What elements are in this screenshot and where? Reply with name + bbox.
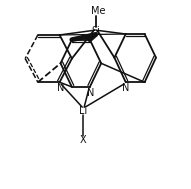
Text: Li: Li xyxy=(79,106,87,115)
Polygon shape xyxy=(71,35,96,40)
Text: Si: Si xyxy=(91,26,100,36)
Text: N: N xyxy=(57,83,64,93)
Text: Me: Me xyxy=(91,6,106,16)
Text: X: X xyxy=(80,135,87,145)
Text: N: N xyxy=(87,88,94,98)
Text: N: N xyxy=(122,83,130,93)
